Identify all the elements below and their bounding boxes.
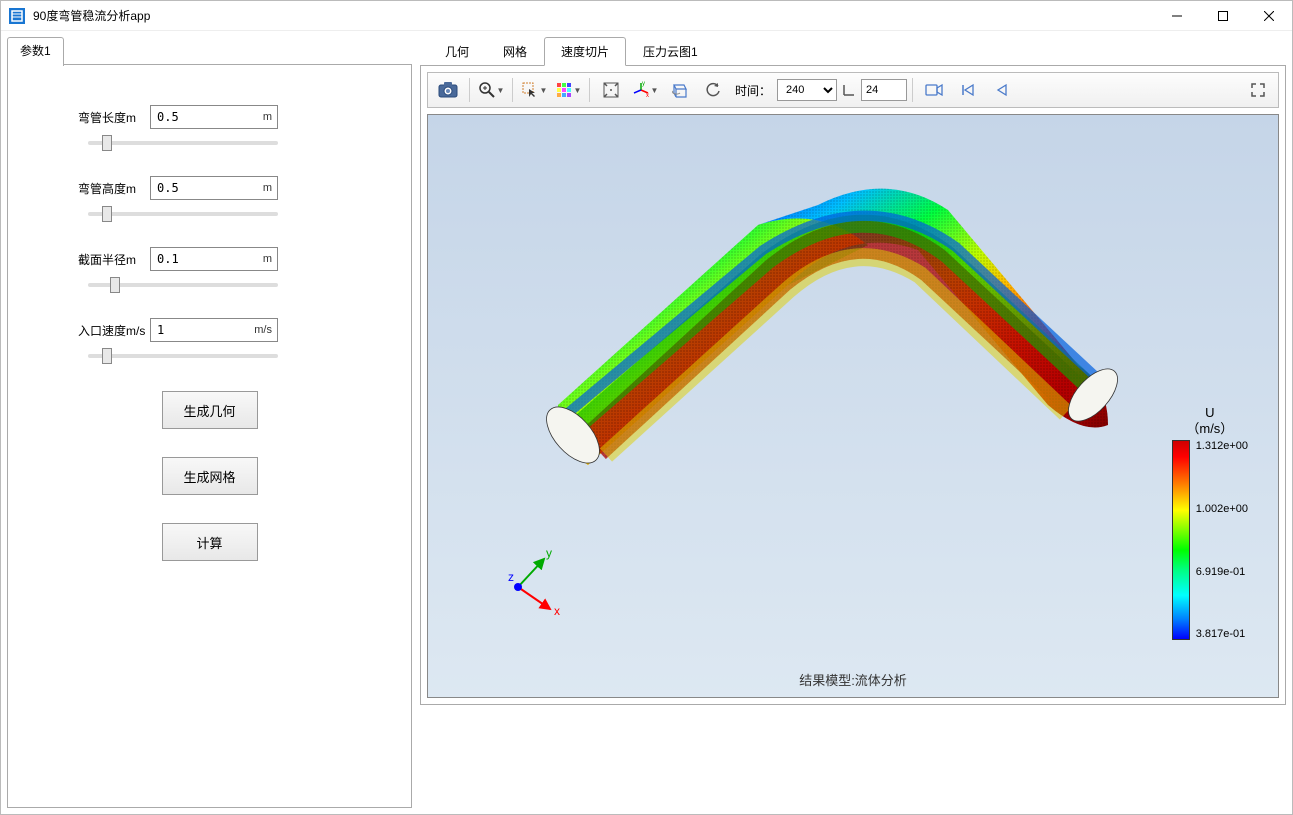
action-buttons: 生成几何 生成网格 计算 [28,391,391,561]
colorbar-q2: 6.919e-01 [1196,566,1248,578]
colorbar: U（m/s） 1.312e+00 1.002e+00 6.919e-01 3.8… [1172,405,1248,640]
camera-icon[interactable] [432,76,464,104]
axis-x-label: x [554,604,560,618]
first-frame-icon[interactable] [952,76,984,104]
colorbar-q3: 1.002e+00 [1196,503,1248,515]
colorbar-labels: 1.312e+00 1.002e+00 6.919e-01 3.817e-01 [1196,440,1248,640]
rotate-view-icon[interactable] [663,76,695,104]
param-velocity-label: 入口速度m/s [78,322,150,339]
param-length-slider[interactable] [88,141,278,145]
window-controls [1154,1,1292,31]
time-select[interactable]: 240 [777,79,837,101]
maximize-button[interactable] [1200,1,1246,31]
axis-y-label: y [546,547,552,560]
main-view-area: 几何 网格 速度切片 压力云图1 ▼ ▼ ▼ xy▼ [420,37,1286,808]
axis-z-label: z [508,570,514,584]
tab-mesh[interactable]: 网格 [486,37,544,65]
window-title: 90度弯管稳流分析app [33,7,1154,24]
record-icon[interactable] [918,76,950,104]
minimize-button[interactable] [1154,1,1200,31]
generate-mesh-button[interactable]: 生成网格 [162,457,258,495]
tab-velocity-slice[interactable]: 速度切片 [544,37,626,66]
zoom-icon[interactable]: ▼ [475,76,507,104]
param-radius-slider[interactable] [88,283,278,287]
sidebar-tabs: 参数1 [7,37,412,65]
param-height-slider[interactable] [88,212,278,216]
content-area: 参数1 弯管长度m m 弯管高度m m [1,31,1292,814]
svg-text:x: x [646,93,649,99]
parameters-panel: 弯管长度m m 弯管高度m m [7,64,412,808]
pipe-visualization [488,155,1128,535]
tab-parameters[interactable]: 参数1 [7,37,64,66]
reset-rotation-icon[interactable] [697,76,729,104]
param-velocity-row: 入口速度m/s m/s [28,318,391,342]
prev-frame-icon[interactable] [986,76,1018,104]
app-icon [9,8,25,24]
frame-input[interactable] [861,79,907,101]
colormap-icon[interactable]: ▼ [552,76,584,104]
viewer-toolbar: ▼ ▼ ▼ xy▼ 时间： 240 [427,72,1279,108]
view-tabs: 几何 网格 速度切片 压力云图1 [420,37,1286,65]
select-icon[interactable]: ▼ [518,76,550,104]
param-velocity-slider[interactable] [88,354,278,358]
param-height-input[interactable] [150,176,278,200]
app-window: 90度弯管稳流分析app 参数1 弯管长度m m [0,0,1293,815]
colorbar-min: 3.817e-01 [1196,628,1248,640]
svg-text:y: y [642,81,645,87]
compute-button[interactable]: 计算 [162,523,258,561]
param-height-label: 弯管高度m [78,180,150,197]
axis-view-icon[interactable]: xy▼ [629,76,661,104]
param-length-row: 弯管长度m m [28,105,391,129]
param-length-label: 弯管长度m [78,109,150,126]
generate-geometry-button[interactable]: 生成几何 [162,391,258,429]
3d-viewport[interactable]: x y z U（m/s） [427,114,1279,698]
expand-icon[interactable] [1242,76,1274,104]
param-radius-row: 截面半径m m [28,247,391,271]
param-height-row: 弯管高度m m [28,176,391,200]
tab-geometry[interactable]: 几何 [428,37,486,65]
colorbar-title: U（m/s） [1186,405,1233,436]
titlebar: 90度弯管稳流分析app [1,1,1292,31]
tab-pressure[interactable]: 压力云图1 [626,37,715,65]
colorbar-gradient [1172,440,1190,640]
param-length-input[interactable] [150,105,278,129]
close-button[interactable] [1246,1,1292,31]
param-radius-label: 截面半径m [78,251,150,268]
param-velocity-input[interactable] [150,318,278,342]
viewer-container: ▼ ▼ ▼ xy▼ 时间： 240 [420,65,1286,705]
time-label: 时间： [735,82,771,99]
param-radius-input[interactable] [150,247,278,271]
angle-icon[interactable] [839,76,859,104]
colorbar-max: 1.312e+00 [1196,440,1248,452]
parameter-sidebar: 参数1 弯管长度m m 弯管高度m m [7,37,412,808]
fit-view-icon[interactable] [595,76,627,104]
axis-triad: x y z [488,547,568,627]
result-model-label: 结果模型:流体分析 [799,670,907,689]
